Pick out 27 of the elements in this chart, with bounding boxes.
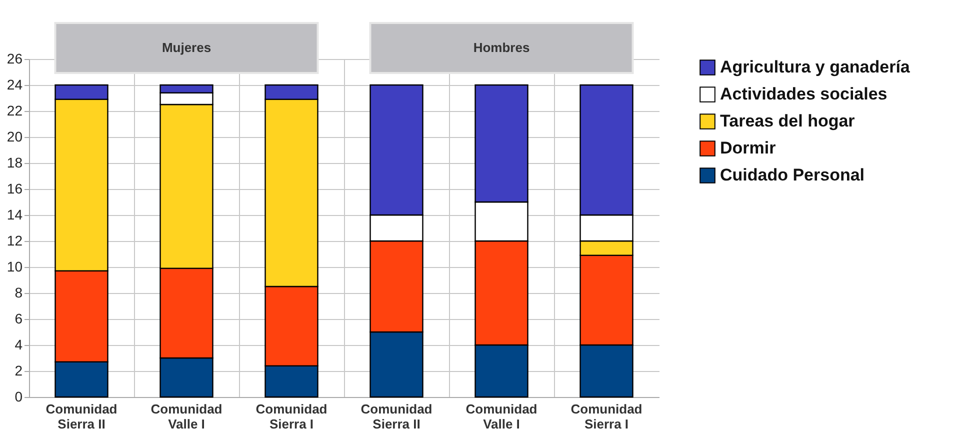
y-tick-label: 8 — [14, 284, 23, 300]
y-tick-label: 16 — [6, 180, 23, 196]
legend-label: Cuidado Personal — [720, 166, 865, 184]
legend-label: Actividades sociales — [720, 84, 888, 104]
y-tick-label: 24 — [6, 76, 23, 92]
x-tick-label: Comunidad Valle I — [466, 402, 538, 432]
y-tick-label: 14 — [6, 206, 23, 222]
x-tick-label: Comunidad Sierra I — [256, 402, 328, 432]
y-tick-label: 6 — [14, 310, 23, 326]
y-tick-label: 22 — [6, 102, 23, 118]
y-tick-label: 0 — [14, 388, 23, 404]
text: Hombres — [473, 40, 530, 55]
y-tick-label: 2 — [14, 362, 23, 378]
y-tick-label: 20 — [6, 128, 23, 144]
y-tick-label: 26 — [6, 50, 23, 66]
y-tick-label: 4 — [14, 336, 23, 352]
legend-label: Agricultura y ganadería — [720, 58, 910, 76]
x-tick-label: Comunidad Sierra I — [570, 402, 642, 432]
legend-label: Dormir — [720, 138, 776, 158]
legend-label: Tareas del hogar — [720, 112, 856, 130]
y-tick-label: 12 — [6, 232, 23, 248]
x-tick-label: Comunidad Sierra II — [360, 402, 432, 432]
y-tick-label: 18 — [6, 154, 23, 170]
x-tick-label: Comunidad Sierra II — [46, 402, 118, 432]
y-tick-label: 10 — [6, 258, 23, 274]
x-tick-label: Comunidad Valle I — [150, 402, 222, 432]
text: Mujeres — [162, 40, 212, 55]
